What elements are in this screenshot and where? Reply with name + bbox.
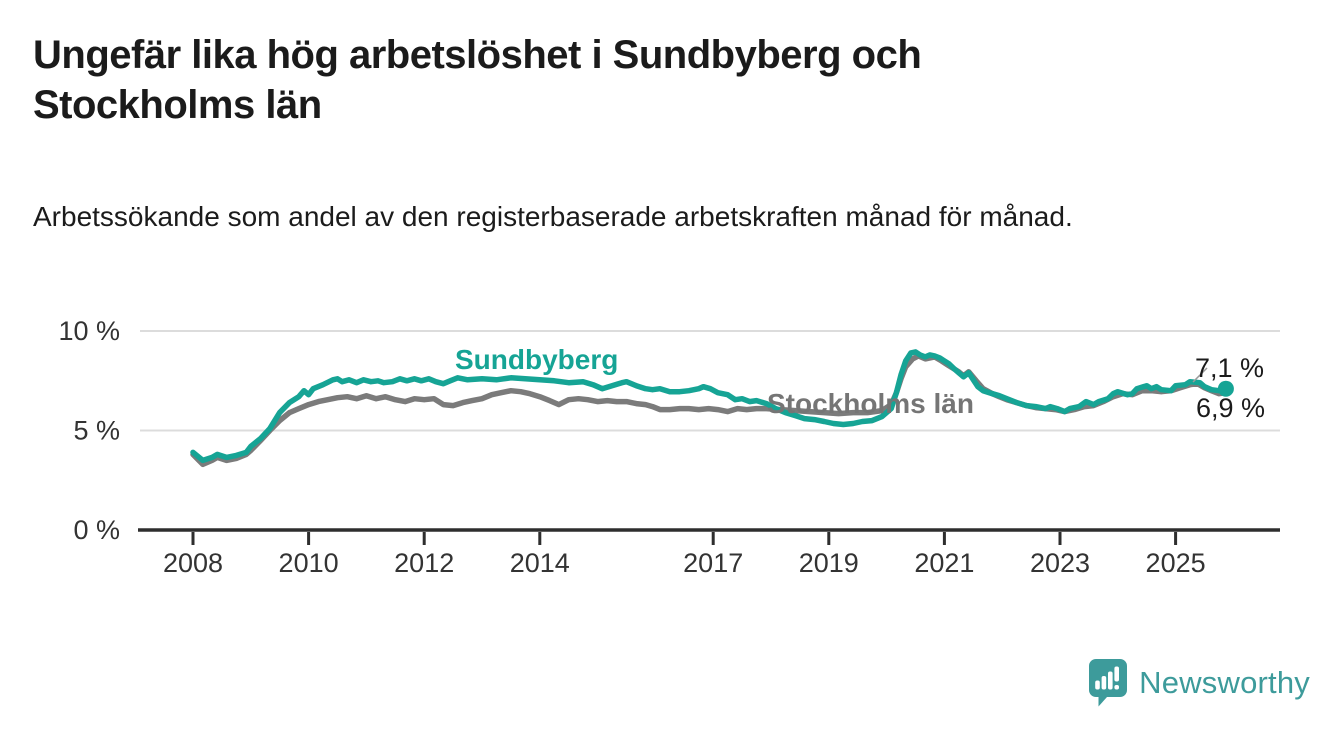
latest-value-dot (1217, 380, 1234, 397)
y-axis-tick-label: 10 % (58, 316, 120, 346)
x-axis-tick-label: 2012 (394, 548, 454, 578)
unemployment-line-chart: 0 % 5 % 10 % 2008 2010 2012 2014 2017 2019 2021 20… (58, 316, 1280, 578)
branding-footer: Newsworthy (1088, 658, 1310, 708)
x-axis-tick-label: 2008 (163, 548, 223, 578)
end-value-stockholms-lan: 6,9 % (1196, 393, 1265, 423)
line-sundbyberg (190, 349, 1229, 464)
x-axis-tick-label: 2017 (683, 548, 743, 578)
x-axis-tick-label: 2010 (279, 548, 339, 578)
series-label-stockholms-lan: Stockholms län (767, 388, 974, 419)
branding-wordmark: Newsworthy (1139, 665, 1310, 700)
newsworthy-logo-icon (1089, 659, 1128, 707)
series-label-sundbyberg: Sundbyberg (455, 344, 618, 375)
y-axis-tick-label: 5 % (73, 416, 120, 446)
y-axis-tick-label: 0 % (73, 515, 120, 545)
x-axis-tick-label: 2021 (914, 548, 974, 578)
x-axis-tick-label: 2023 (1030, 548, 1090, 578)
x-axis-tick-label: 2014 (510, 548, 570, 578)
chart-plot-area: 0 % 5 % 10 % 2008 2010 2012 2014 2017 2019 2021 20… (58, 316, 1280, 578)
page-title: Ungefär lika hög arbetslöshet i Sundbybe… (33, 33, 922, 128)
end-label-leader-line (1192, 367, 1208, 383)
end-value-sundbyberg: 7,1 % (1195, 353, 1264, 383)
x-axis-tick-label: 2019 (799, 548, 859, 578)
chart-subtitle: Arbetssökande som andel av den registerb… (33, 201, 1073, 232)
x-axis-tick-label: 2025 (1146, 548, 1206, 578)
bar-chart-glyph (1095, 666, 1120, 690)
